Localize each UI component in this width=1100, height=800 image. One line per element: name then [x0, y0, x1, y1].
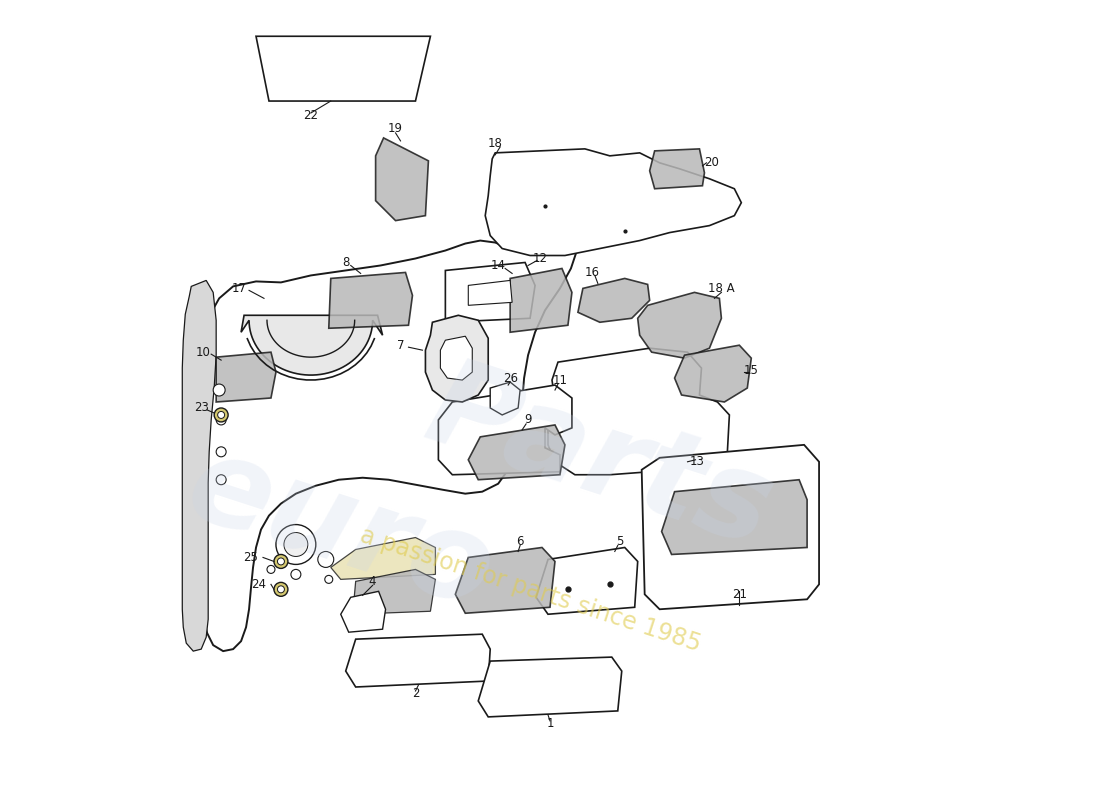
Text: 24: 24 — [252, 578, 266, 591]
Polygon shape — [353, 570, 436, 614]
Text: 14: 14 — [491, 259, 506, 272]
Text: 4: 4 — [368, 575, 376, 588]
Polygon shape — [661, 480, 807, 554]
Polygon shape — [331, 538, 436, 579]
Polygon shape — [201, 218, 578, 651]
Circle shape — [217, 447, 227, 457]
Text: euro: euro — [174, 426, 508, 634]
Circle shape — [218, 411, 224, 418]
Text: 11: 11 — [552, 374, 568, 386]
Polygon shape — [345, 634, 491, 687]
Text: 25: 25 — [243, 551, 258, 564]
Polygon shape — [510, 269, 572, 332]
Text: 5: 5 — [616, 535, 624, 548]
Text: 12: 12 — [532, 252, 548, 265]
Polygon shape — [183, 281, 217, 651]
Text: 15: 15 — [744, 364, 759, 377]
Circle shape — [217, 415, 227, 425]
Polygon shape — [478, 657, 622, 717]
Text: 9: 9 — [525, 414, 531, 426]
Polygon shape — [375, 138, 428, 221]
Text: 17: 17 — [232, 282, 246, 295]
Text: 10: 10 — [196, 346, 210, 358]
Circle shape — [290, 570, 301, 579]
Text: 8: 8 — [342, 256, 350, 269]
Circle shape — [213, 384, 226, 396]
Polygon shape — [455, 547, 556, 614]
Circle shape — [276, 525, 316, 565]
Text: 18: 18 — [487, 138, 503, 150]
Circle shape — [324, 575, 333, 583]
Text: 18 A: 18 A — [708, 282, 735, 295]
Circle shape — [214, 408, 228, 422]
Text: 13: 13 — [690, 455, 705, 468]
Polygon shape — [426, 315, 488, 402]
Text: 2: 2 — [411, 687, 419, 701]
Polygon shape — [469, 425, 565, 480]
Polygon shape — [491, 382, 520, 415]
Polygon shape — [674, 345, 751, 402]
Polygon shape — [536, 547, 638, 614]
Text: 21: 21 — [732, 588, 747, 601]
Polygon shape — [578, 278, 650, 322]
Text: 22: 22 — [304, 110, 318, 122]
Polygon shape — [446, 262, 535, 322]
Text: 26: 26 — [503, 371, 518, 385]
Text: 6: 6 — [516, 535, 524, 548]
Text: 23: 23 — [194, 402, 209, 414]
Text: Parts: Parts — [412, 349, 788, 570]
Text: 20: 20 — [704, 156, 719, 170]
Circle shape — [217, 474, 227, 485]
Polygon shape — [548, 348, 729, 474]
Circle shape — [277, 558, 285, 565]
Polygon shape — [256, 36, 430, 101]
Polygon shape — [485, 149, 741, 255]
Circle shape — [267, 566, 275, 574]
Text: 1: 1 — [547, 718, 553, 730]
Polygon shape — [440, 336, 472, 380]
Circle shape — [277, 586, 285, 593]
Text: 19: 19 — [388, 122, 403, 135]
Circle shape — [274, 554, 288, 569]
Circle shape — [318, 551, 333, 567]
Polygon shape — [241, 315, 383, 375]
Polygon shape — [469, 281, 513, 306]
Polygon shape — [329, 273, 412, 328]
Text: 7: 7 — [397, 338, 405, 352]
Polygon shape — [650, 149, 704, 189]
Circle shape — [274, 582, 288, 596]
Text: 16: 16 — [584, 266, 600, 279]
Polygon shape — [638, 292, 722, 358]
Circle shape — [284, 533, 308, 557]
Polygon shape — [341, 591, 386, 632]
Polygon shape — [217, 352, 276, 402]
Polygon shape — [439, 385, 572, 474]
Polygon shape — [641, 445, 820, 610]
Text: a passion for parts since 1985: a passion for parts since 1985 — [356, 522, 704, 656]
